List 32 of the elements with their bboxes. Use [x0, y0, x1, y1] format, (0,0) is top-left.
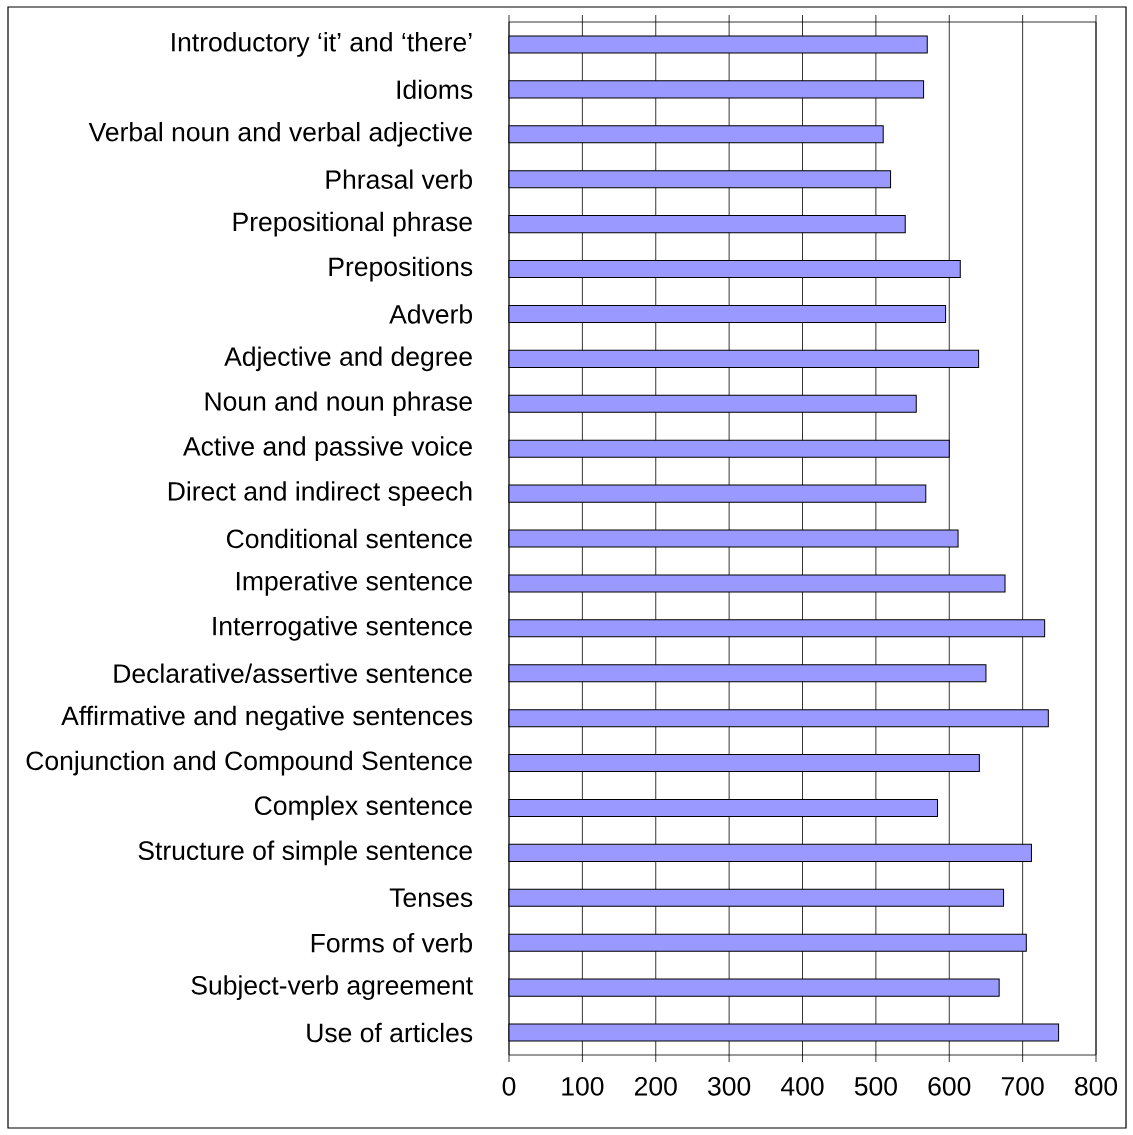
y-tick-label: Prepositions — [329, 256, 473, 282]
x-tick-label: 700 — [1001, 1076, 1044, 1096]
y-tick-label: Conditional sentence — [226, 528, 472, 549]
y-tick-label: Affirmative and negative sentences — [61, 705, 473, 731]
y-tick-label: Direct and indirect speech — [168, 481, 472, 506]
x-tick-label: 0 — [502, 1076, 516, 1096]
x-tick-label: 400 — [781, 1076, 824, 1096]
y-tick-label: Complex sentence — [255, 795, 472, 821]
x-tick-label: 800 — [1075, 1076, 1118, 1096]
y-tick-label: Tenses — [389, 888, 473, 908]
y-tick-label: Declarative/assertive sentence — [114, 663, 472, 683]
y-tick-label: Introductory ‘it’ and ‘there’ — [172, 32, 472, 57]
y-tick-label: Verbal noun and verbal adjective — [88, 121, 472, 147]
y-tick-label: Interrogative sentence — [213, 615, 472, 641]
y-tick-label: Subject-verb agreement — [191, 975, 473, 1000]
x-tick-label: 500 — [854, 1076, 897, 1096]
x-tick-label: 600 — [928, 1076, 971, 1096]
y-tick-label: Adjective and degree — [224, 346, 472, 372]
x-tick-label: 200 — [634, 1076, 677, 1096]
y-tick-label: Structure of simple sentence — [138, 840, 472, 866]
y-tick-label: Forms of verb — [311, 933, 472, 953]
y-tick-label: Active and passive voice — [183, 436, 472, 462]
y-tick-label: Phrasal verb — [326, 169, 472, 189]
x-tick-label: 100 — [562, 1076, 604, 1096]
y-tick-label: Idioms — [397, 79, 473, 100]
y-tick-label: Adverb — [389, 304, 473, 324]
y-tick-label: Prepositional phrase — [233, 211, 472, 237]
y-tick-label: Imperative sentence — [236, 571, 472, 596]
y-tick-label: Conjunction and Compound Sentence — [26, 750, 472, 776]
y-tick-label: Use of articles — [307, 1022, 473, 1043]
y-tick-label: Noun and noun phrase — [205, 391, 472, 417]
x-tick-label: 300 — [708, 1076, 751, 1096]
